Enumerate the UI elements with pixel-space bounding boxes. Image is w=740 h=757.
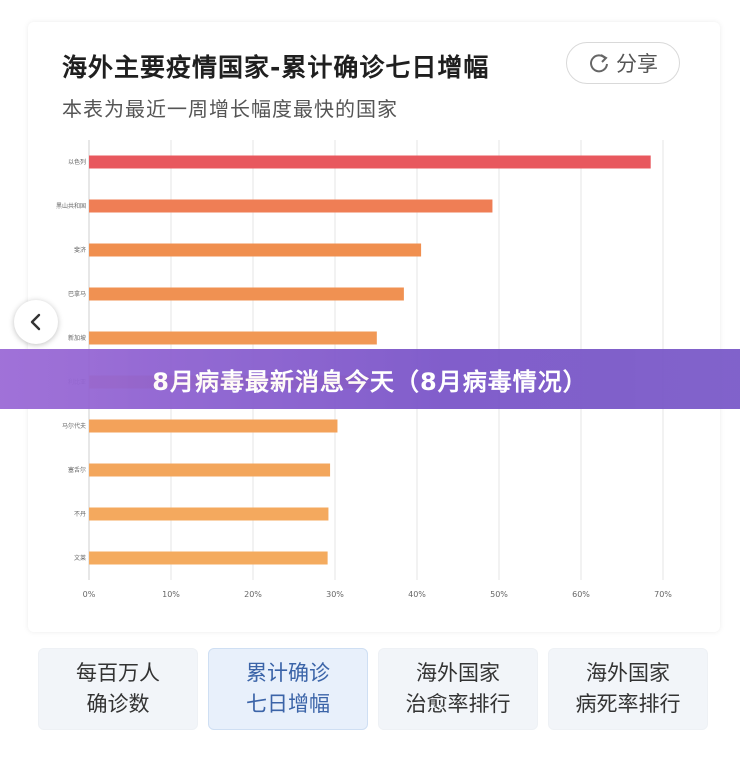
bar — [89, 287, 404, 301]
bar — [89, 199, 493, 213]
category-label: 巴拿马 — [68, 290, 86, 298]
bar — [89, 419, 338, 433]
headline-text: 8月病毒最新消息今天（8月病毒情况） — [152, 367, 588, 396]
category-label: 马尔代夫 — [62, 422, 86, 430]
tab-line: 累计确诊 — [246, 661, 330, 685]
share-label: 分享 — [616, 52, 658, 76]
x-tick-label: 0% — [83, 590, 96, 599]
bar — [89, 551, 328, 565]
tab-line: 七日增幅 — [246, 692, 330, 716]
bar — [89, 155, 651, 169]
tab-per-million[interactable]: 每百万人 确诊数 — [38, 648, 198, 730]
category-label: 不丹 — [74, 511, 86, 518]
chart-card — [28, 22, 720, 632]
category-label: 斐济 — [74, 246, 86, 254]
bar — [89, 243, 422, 257]
prev-button[interactable] — [14, 300, 58, 344]
category-label: 黑山共和国 — [56, 202, 86, 210]
share-button[interactable]: 分享 — [566, 42, 680, 84]
tab-line: 每百万人 — [76, 661, 160, 685]
x-tick-label: 10% — [162, 590, 180, 599]
bar — [89, 331, 377, 345]
page-title: 海外主要疫情国家-累计确诊七日增幅 — [62, 53, 490, 82]
page-subtitle: 本表为最近一周增长幅度最快的国家 — [62, 97, 398, 121]
category-label: 文莱 — [74, 554, 86, 562]
x-tick-label: 50% — [490, 590, 508, 599]
tab-fatality-rate[interactable]: 海外国家 病死率排行 — [548, 648, 708, 730]
bar — [89, 507, 329, 521]
category-label: 塞舌尔 — [68, 466, 86, 474]
tab-line: 确诊数 — [86, 692, 150, 716]
tab-recovery-rate[interactable]: 海外国家 治愈率排行 — [378, 648, 538, 730]
x-tick-label: 30% — [326, 590, 344, 599]
tab-line: 治愈率排行 — [405, 692, 511, 716]
x-tick-label: 40% — [408, 590, 426, 599]
x-tick-label: 70% — [654, 590, 672, 599]
category-label: 以色列 — [68, 158, 86, 166]
bar — [89, 463, 331, 477]
x-tick-label: 20% — [244, 590, 262, 599]
tab-line: 海外国家 — [586, 661, 670, 685]
category-label: 新加坡 — [68, 334, 86, 342]
chevron-left-icon — [30, 313, 41, 331]
headline-banner: 8月病毒最新消息今天（8月病毒情况） — [0, 349, 740, 409]
tab-bar: 每百万人 确诊数 累计确诊 七日增幅 海外国家 治愈率排行 海外国家 病死率排行 — [38, 648, 708, 730]
bar-chart: 0%10%20%30%40%50%60%70%以色列黑山共和国斐济巴拿马新加坡利… — [56, 140, 672, 599]
tab-seven-day-growth[interactable]: 累计确诊 七日增幅 — [208, 648, 368, 730]
x-tick-label: 60% — [572, 590, 590, 599]
share-icon — [590, 54, 608, 73]
tab-line: 病死率排行 — [575, 692, 681, 716]
tab-line: 海外国家 — [416, 661, 500, 685]
